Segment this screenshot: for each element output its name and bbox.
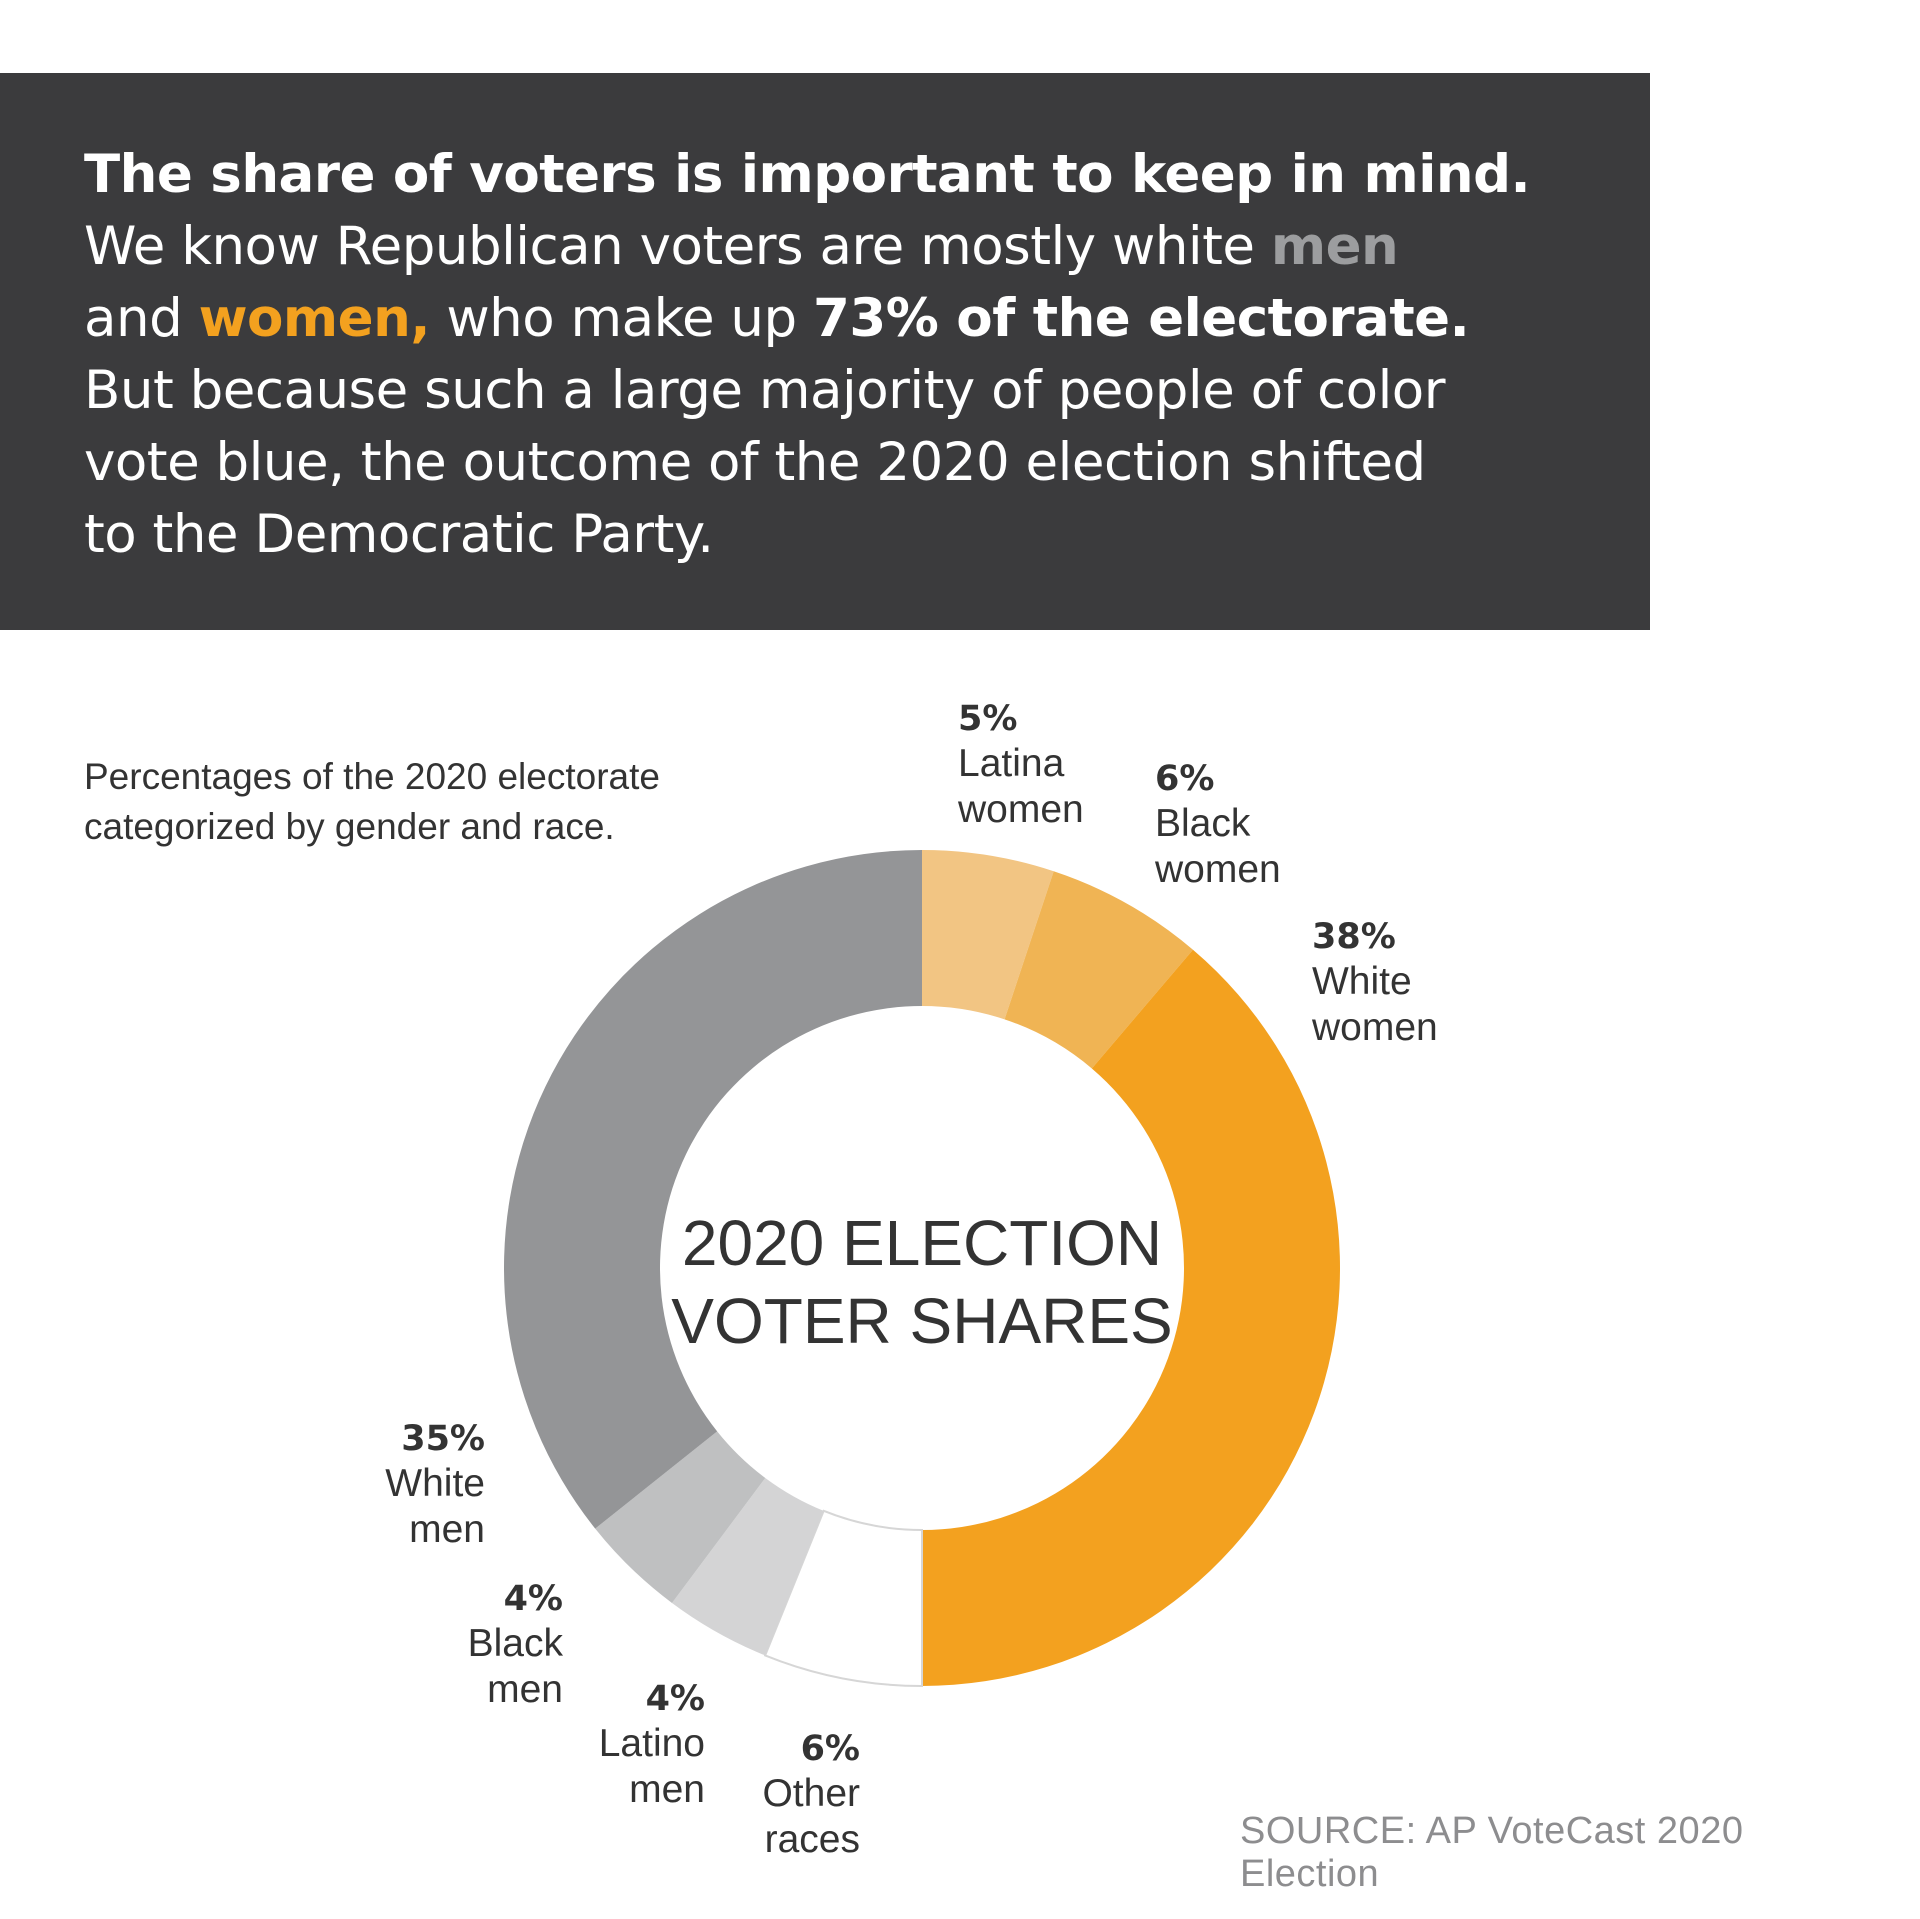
header-banner: The share of voters is important to keep… [0,73,1650,630]
electorate-highlight: 73% of the electorate. [813,288,1470,349]
chart-subtitle: Percentages of the 2020 electorate categ… [84,756,660,847]
donut-slice-black-men [595,1431,766,1603]
slice-label-pct: 4% [646,1679,705,1719]
slice-label-line1: Other [762,1772,860,1815]
slice-label-line2: men [487,1668,563,1711]
slice-label-line2: women [957,788,1084,831]
chart-title-line-1: 2020 ELECTION [682,1207,1162,1279]
slice-label-line1: Latino [599,1722,705,1765]
slice-label-line1: White [1312,960,1412,1003]
slice-label-line2: races [765,1818,860,1861]
slice-label-line2: women [1154,848,1281,891]
header-line-5: vote blue, the outcome of the 2020 elect… [84,432,1426,493]
header-text: The share of voters is important to keep… [84,139,1566,571]
slice-label-line1: Latina [958,742,1065,785]
slice-label-line1: Black [468,1622,564,1665]
header-line-4: But because such a large majority of peo… [84,360,1446,421]
slice-label-line1: Black [1155,802,1251,845]
slice-label-pct: 6% [1155,759,1214,799]
header-line-6: to the Democratic Party. [84,504,714,565]
donut-slice-black-women [1004,871,1193,1069]
header-line-3: and women, who make up 73% of the electo… [84,288,1470,349]
slice-label-pct: 6% [801,1729,860,1769]
slice-label-line2: men [629,1768,705,1811]
slice-label-line1: White [385,1462,485,1505]
donut-slice-white-women [922,949,1340,1686]
header-line-2: We know Republican voters are mostly whi… [84,216,1399,277]
slice-label-pct: 5% [958,699,1017,739]
chart-title-line-2: VOTER SHARES [671,1285,1172,1357]
men-highlight: men [1270,216,1399,277]
header-line-1: The share of voters is important to keep… [84,144,1531,205]
slice-label-pct: 35% [401,1419,485,1459]
slice-label-line2: women [1311,1006,1438,1049]
slice-label-pct: 4% [504,1579,563,1619]
slice-labels: 5%Latinawomen6%Blackwomen38%Whitewomen6%… [385,699,1437,1861]
donut-slice-white-men [504,850,922,1529]
source-note: SOURCE: AP VoteCast 2020 Election [1240,1810,1744,1895]
slice-label-pct: 38% [1312,917,1396,957]
donut-slice-latino-men [671,1477,824,1656]
donut-slices [504,850,1340,1688]
donut-slice-latina-women [922,850,1054,1020]
slice-label-line2: men [409,1508,485,1551]
women-highlight: women, [198,288,431,349]
